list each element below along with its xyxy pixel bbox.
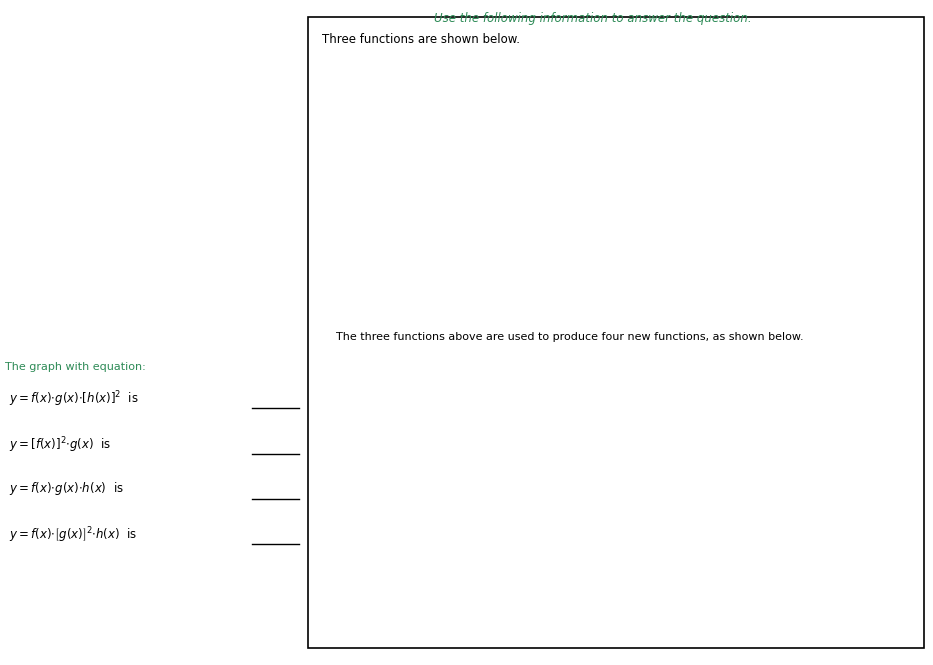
Text: $y = f(x){\cdot}g(x){\cdot}\left[h(x)\right]^2$  is: $y = f(x){\cdot}g(x){\cdot}\left[h(x)\ri… — [9, 389, 139, 408]
Title: Graph 2: Graph 2 — [515, 374, 561, 384]
Text: $f(x)$: $f(x)$ — [332, 99, 350, 112]
Text: Use the following information to answer the question.: Use the following information to answer … — [434, 12, 751, 25]
Text: The graph with equation:: The graph with equation: — [5, 362, 146, 372]
Title: Graph 4: Graph 4 — [823, 374, 869, 384]
Text: $y = f(x){\cdot}\left[g(x)\right]^2{\cdot}h(x)$  is: $y = f(x){\cdot}\left[g(x)\right]^2{\cdo… — [9, 525, 138, 545]
Text: $y = f(x){\cdot}g(x){\cdot}h(x)$  is: $y = f(x){\cdot}g(x){\cdot}h(x)$ is — [9, 480, 124, 497]
Text: Three functions are shown below.: Three functions are shown below. — [322, 33, 520, 47]
Text: $g(x)$: $g(x)$ — [537, 99, 558, 113]
Text: $h(x)$: $h(x)$ — [743, 99, 763, 112]
Title: Graph 3: Graph 3 — [669, 374, 715, 384]
Text: The three functions above are used to produce four new functions, as shown below: The three functions above are used to pr… — [336, 332, 803, 342]
Text: $y = \left[f(x)\right]^2{\cdot}g(x)$  is: $y = \left[f(x)\right]^2{\cdot}g(x)$ is — [9, 436, 112, 455]
Title: Graph 1: Graph 1 — [361, 374, 407, 384]
